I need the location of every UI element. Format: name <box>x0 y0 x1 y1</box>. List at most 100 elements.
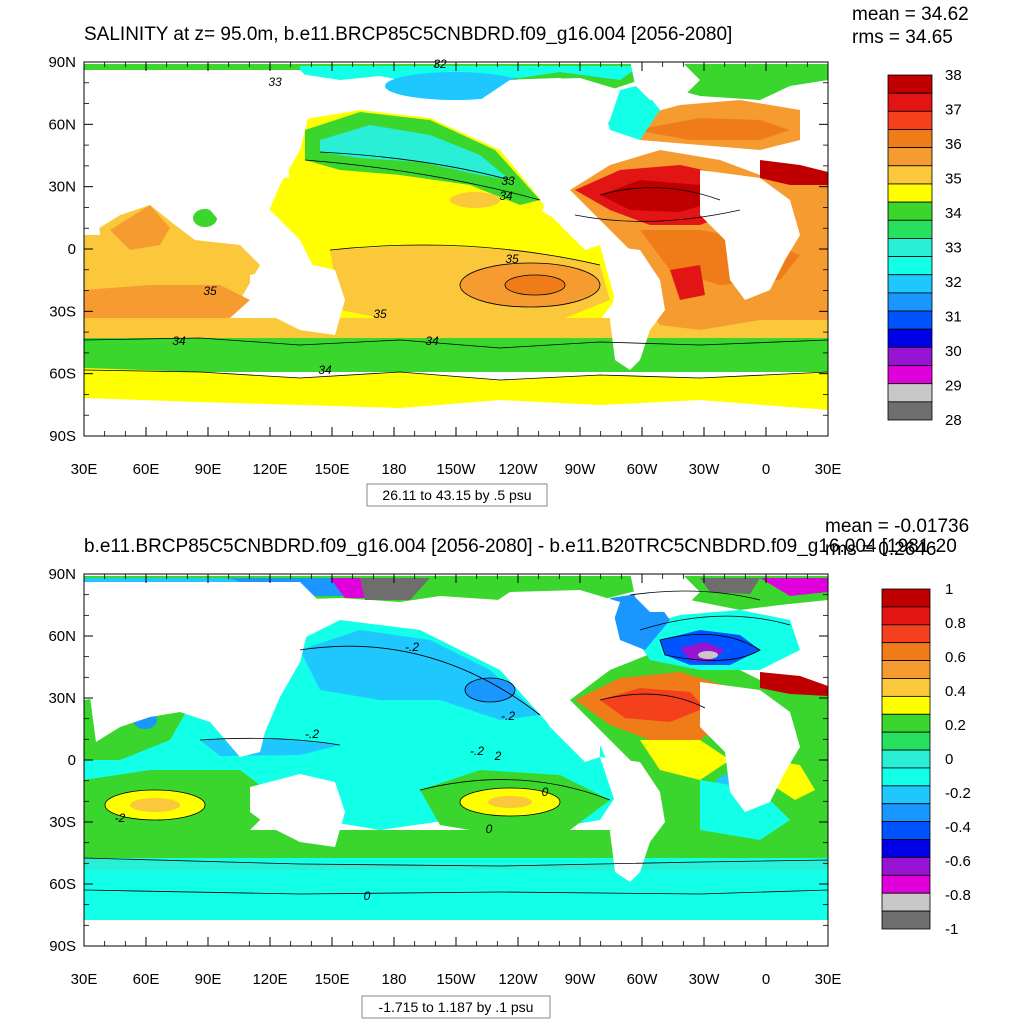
south-america-landmass <box>600 757 665 882</box>
x-tick-label: 60W <box>627 971 659 988</box>
x-tick-label: 30E <box>71 971 98 988</box>
colorbar-swatch <box>887 401 933 421</box>
colorbar-swatch <box>881 678 931 697</box>
contour-label: 0 <box>364 889 371 903</box>
colorbar-swatch <box>881 767 931 787</box>
colorbar-swatch <box>881 910 931 930</box>
colorbar-swatch <box>881 892 931 912</box>
range-info-box <box>361 995 551 1019</box>
colorbar-swatch <box>881 874 931 894</box>
arctic-low-salinity <box>385 72 525 100</box>
y-tick-label: 90N <box>48 566 76 583</box>
x-tick-label: 60E <box>133 971 160 988</box>
salinity-contour-lines <box>84 151 828 381</box>
colorbar-swatch <box>881 588 931 608</box>
south-america-landmass <box>600 245 665 370</box>
x-tick-label: 60E <box>133 461 160 478</box>
colorbar-swatch <box>887 74 933 94</box>
north-america-landmass <box>470 78 620 250</box>
x-tick-label: 60W <box>627 461 659 478</box>
difference-axes: 30E 60E 90E 120E 150E 180 150W 120W 90W 60W 30W 0 30… <box>48 566 841 988</box>
x-tick-label: 30W <box>689 971 721 988</box>
y-tick-label: 60N <box>48 628 76 645</box>
greenland-landmass <box>630 574 700 612</box>
y-tick-label: 0 <box>68 241 76 258</box>
colorbar-label: 31 <box>945 309 962 326</box>
salinity-axes: 30E 60E 90E 120E 150E 180 150W 120W 90W 60W 30W 0 30… <box>48 54 841 478</box>
contour-label: 34 <box>318 363 332 377</box>
colorbar-label: 1 <box>945 581 953 598</box>
contour-label: 35 <box>373 307 387 321</box>
x-tick-label: 90E <box>195 971 222 988</box>
colorbar-swatch <box>881 857 931 876</box>
colorbar-swatch <box>881 642 931 661</box>
colorbar-swatch <box>887 256 933 276</box>
colorbar-label: 0.4 <box>945 683 966 700</box>
y-tick-label: 90S <box>49 938 76 955</box>
y-tick-label: 30N <box>48 690 76 707</box>
contour-label: 0 <box>486 822 493 836</box>
x-tick-label: 30E <box>815 461 842 478</box>
australia-landmass <box>250 774 345 847</box>
contour-label: 2 <box>494 749 502 763</box>
colorbar-label: 0.8 <box>945 615 966 632</box>
x-tick-label: 0 <box>762 971 770 988</box>
colorbar-swatch <box>887 92 933 112</box>
colorbar-swatch <box>887 129 933 149</box>
x-tick-label: 90W <box>565 461 597 478</box>
x-tick-label: 30W <box>689 461 721 478</box>
y-tick-label: 30S <box>49 814 76 831</box>
colorbar-label: -0.6 <box>945 853 971 870</box>
difference-map <box>84 574 828 946</box>
north-america-landmass <box>470 590 620 762</box>
colorbar-swatch <box>887 292 933 312</box>
y-tick-label: 90S <box>49 428 76 445</box>
southern-ocean-band <box>84 858 828 920</box>
colorbar-swatch <box>881 839 931 858</box>
contour-label: -.2 <box>305 727 319 741</box>
colorbar-label: 0 <box>945 751 953 768</box>
contour-label: 34 <box>499 189 513 203</box>
colorbar-swatch <box>887 110 933 130</box>
x-tick-label: 150E <box>314 461 349 478</box>
contour-label: -.2 <box>405 640 419 654</box>
colorbar-swatch <box>887 310 933 330</box>
salinity-map <box>84 62 828 436</box>
colorbar-swatch <box>887 365 933 385</box>
x-tick-label: 0 <box>762 461 770 478</box>
colorbar-label: 32 <box>945 274 962 291</box>
x-tick-label: 180 <box>381 461 406 478</box>
colorbar-label: 36 <box>945 136 962 153</box>
x-tick-label: 150E <box>314 971 349 988</box>
eurasia-landmass <box>84 582 320 757</box>
x-tick-label: 90W <box>565 971 597 988</box>
x-tick-label: 30E <box>71 461 98 478</box>
y-tick-label: 60N <box>48 116 76 133</box>
difference-contour-labels: -2 -.2 -.2 -.2 -.2 2 0 0 0 <box>115 640 549 903</box>
difference-colorbar: 1 0.8 0.6 0.4 0.2 0 -0.2 -0.4 -0.6 -0.8 -1 <box>881 581 971 938</box>
colorbar-swatch <box>881 803 931 823</box>
y-tick-label: 30N <box>48 179 76 196</box>
colorbar-label: 30 <box>945 343 962 360</box>
colorbar-swatch <box>881 821 931 840</box>
colorbar-swatch <box>887 346 933 366</box>
colorbar-label: -0.2 <box>945 785 971 802</box>
panel-title: b.e11.BRCP85C5CNBDRD.f09_g16.004 [2056-2… <box>84 536 957 557</box>
y-tick-label: 60S <box>49 366 76 383</box>
x-tick-label: 120W <box>498 461 538 478</box>
colorbar-swatch <box>887 147 933 167</box>
colorbar-label: 37 <box>945 102 962 119</box>
contour-label: 33 <box>501 174 515 188</box>
y-tick-label: 0 <box>68 752 76 769</box>
colorbar-swatch <box>887 219 933 239</box>
x-tick-label: 90E <box>195 461 222 478</box>
colorbar-label: 0.2 <box>945 717 966 734</box>
contour-label: -.2 <box>501 709 515 723</box>
colorbar-swatch <box>887 165 933 185</box>
salinity-colorbar: 38 37 36 35 34 33 32 31 30 29 28 <box>887 67 962 429</box>
rms-text: rms = 0.2646 <box>825 539 936 560</box>
australia-landmass <box>250 262 345 335</box>
y-tick-label: 90N <box>48 54 76 71</box>
